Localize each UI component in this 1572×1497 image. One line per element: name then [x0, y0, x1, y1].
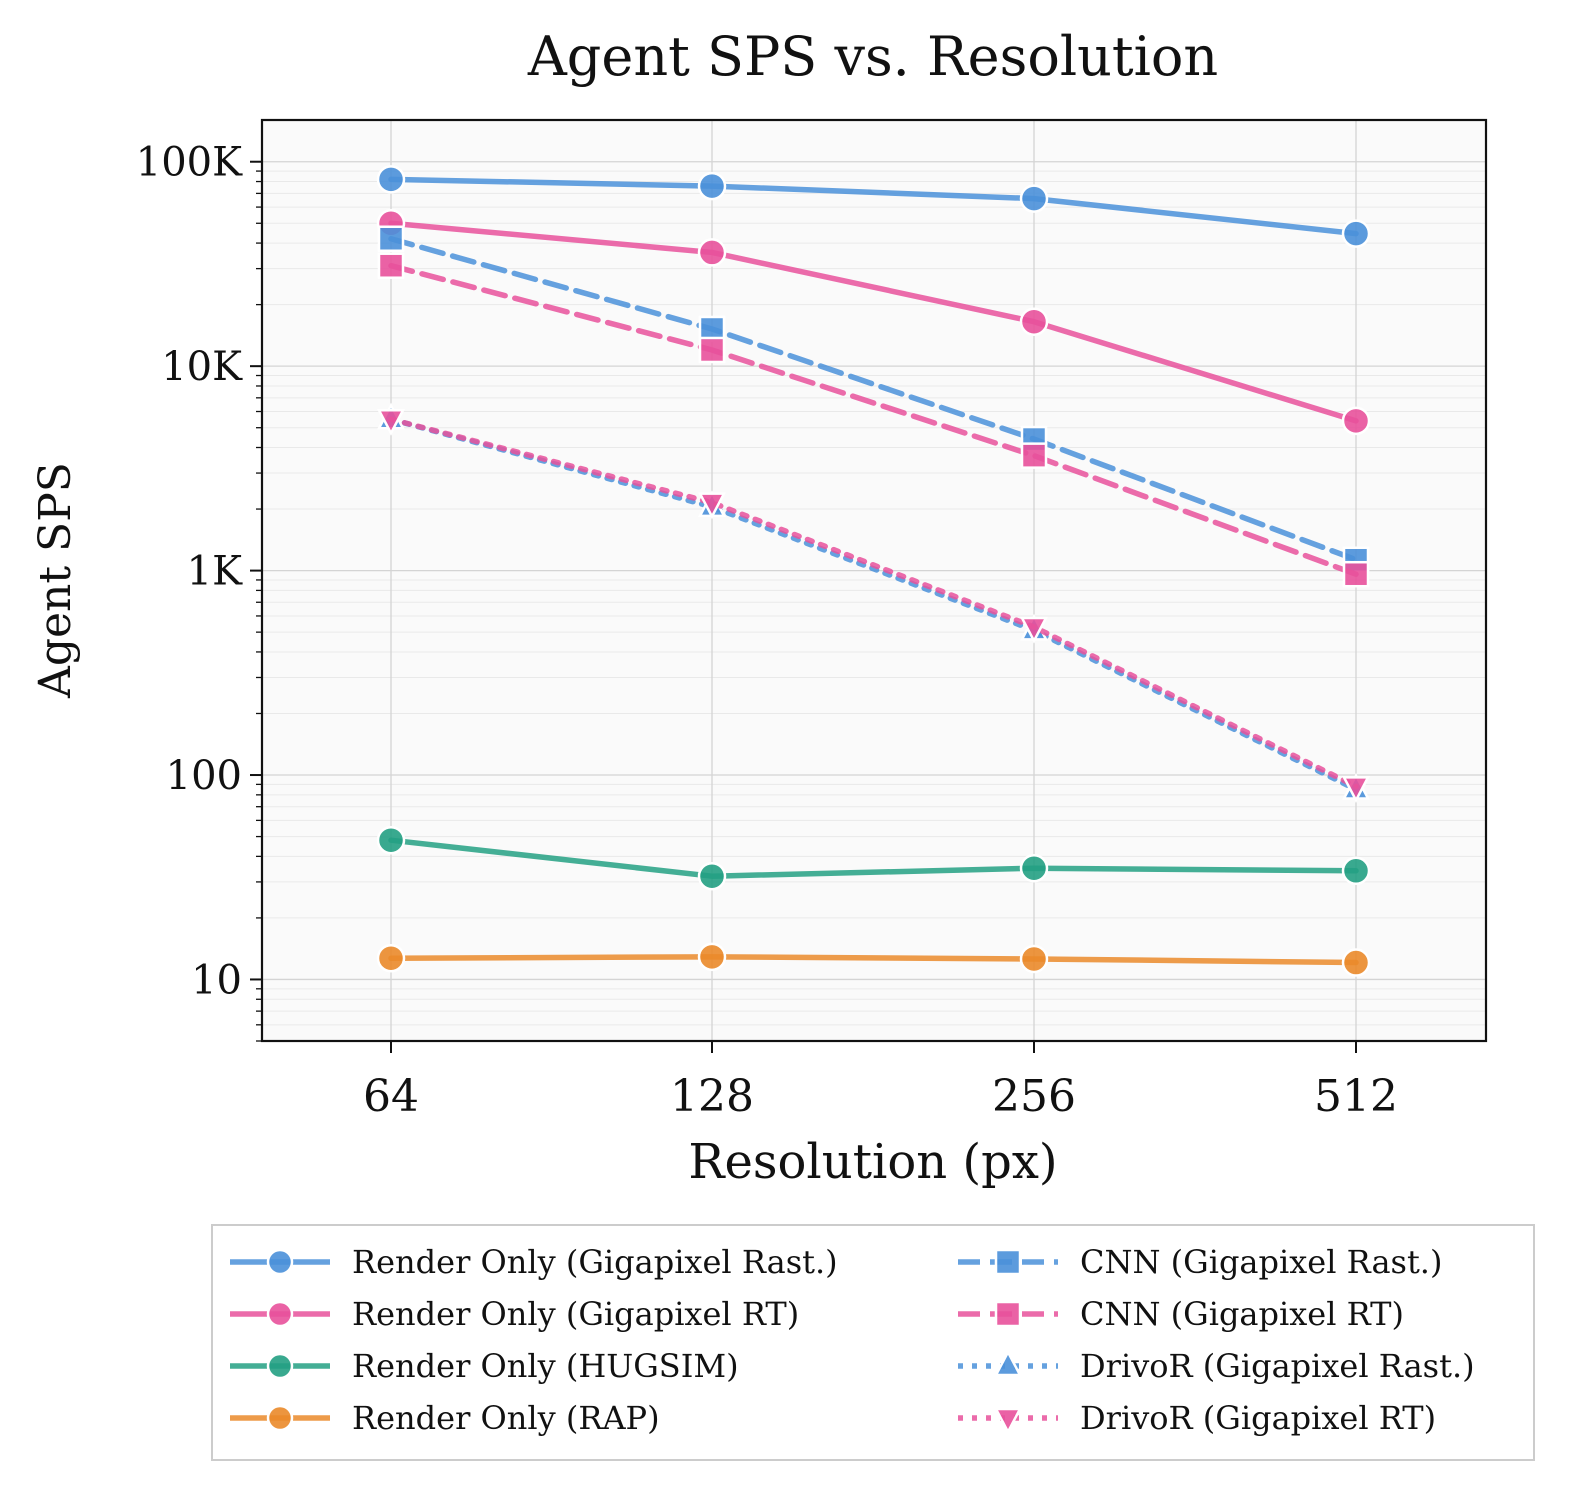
plot-background [262, 120, 1486, 1041]
legend-item: Render Only (RAP) [230, 1399, 660, 1437]
data-point [697, 942, 727, 972]
y-tick-label: 100K [136, 140, 243, 186]
series-line [388, 262, 1359, 577]
legend-label: Render Only (HUGSIM) [352, 1347, 739, 1385]
series-2 [376, 825, 1371, 891]
legend-label: Render Only (Gigapixel RT) [352, 1295, 799, 1333]
x-tick-label: 128 [670, 1071, 754, 1122]
data-point [1341, 776, 1371, 803]
legend-swatch-marker [266, 1352, 294, 1380]
data-point [1019, 616, 1049, 644]
legend-item: Render Only (Gigapixel Rast.) [230, 1243, 838, 1281]
y-tick-label: 10K [161, 344, 243, 390]
legend-swatch-marker [266, 1300, 294, 1328]
chart-title: Agent SPS vs. Resolution [527, 25, 1218, 88]
plot-frame [260, 118, 1488, 1043]
series-lines [376, 165, 1371, 977]
data-point [377, 225, 405, 252]
legend-item: CNN (Gigapixel RT) [958, 1295, 1404, 1333]
data-point [1019, 944, 1049, 974]
data-point [697, 492, 727, 520]
legend-item: Render Only (Gigapixel RT) [230, 1295, 799, 1333]
legend-label: Render Only (Gigapixel Rast.) [352, 1243, 838, 1281]
x-tick-label: 256 [992, 1071, 1076, 1122]
legend-item: DrivoR (Gigapixel RT) [958, 1399, 1436, 1437]
data-point [698, 336, 726, 364]
y-tick-label: 1K [187, 549, 243, 595]
data-point [1341, 856, 1371, 886]
legend-swatch-marker [266, 1248, 294, 1276]
legend-item: CNN (Gigapixel Rast.) [958, 1243, 1442, 1281]
axes: 10 100 1K 10K 100K 64 128 256 512 [136, 118, 1488, 1122]
grid [262, 120, 1486, 1042]
data-point [697, 238, 727, 267]
data-point [1020, 442, 1048, 469]
y-tick-label: 100 [166, 753, 242, 799]
legend-box [211, 1224, 1535, 1461]
y-axis-label: Agent SPS [30, 462, 81, 699]
y-tick-label: 10 [191, 957, 242, 1003]
legend-item: DrivoR (Gigapixel Rast.) [958, 1347, 1475, 1385]
data-point [1341, 219, 1371, 248]
data-point [376, 943, 406, 973]
series-line [388, 176, 1359, 237]
x-tick-label: 512 [1314, 1071, 1398, 1122]
legend-item: Render Only (HUGSIM) [230, 1347, 739, 1385]
data-point [1019, 853, 1049, 883]
legend-swatch-marker [993, 1349, 1023, 1377]
data-point [377, 252, 405, 279]
series-3 [376, 942, 1371, 977]
legend-swatch-marker [266, 1404, 294, 1432]
data-point [1342, 560, 1370, 588]
legend-label: DrivoR (Gigapixel RT) [1080, 1399, 1436, 1437]
legend-swatch-marker [993, 1407, 1023, 1435]
data-point [376, 408, 406, 436]
data-point [1341, 406, 1371, 436]
legend-label: Render Only (RAP) [352, 1399, 660, 1437]
data-point [1019, 184, 1049, 213]
legend-swatch-marker [994, 1248, 1022, 1276]
series-line [388, 954, 1359, 966]
data-point [1341, 948, 1371, 977]
series-0 [376, 165, 1371, 248]
data-point [376, 165, 406, 194]
series-7 [376, 408, 1371, 803]
legend-label: CNN (Gigapixel RT) [1080, 1295, 1404, 1333]
legend-label: DrivoR (Gigapixel Rast.) [1080, 1347, 1475, 1385]
data-point [1019, 307, 1049, 336]
series-line [388, 837, 1359, 879]
series-line [388, 220, 1359, 424]
series-5 [377, 252, 1370, 588]
legend-label: CNN (Gigapixel Rast.) [1080, 1243, 1442, 1281]
data-point [697, 171, 727, 201]
data-point [697, 861, 727, 891]
legend: Render Only (Gigapixel Rast.) Render Only… [211, 1224, 1535, 1461]
x-axis-label: Resolution (px) [688, 1134, 1057, 1190]
legend-swatch-marker [994, 1300, 1022, 1328]
x-tick-label: 64 [363, 1071, 419, 1122]
series-line [388, 235, 1359, 563]
data-point [376, 825, 406, 855]
series-line [388, 416, 1359, 790]
